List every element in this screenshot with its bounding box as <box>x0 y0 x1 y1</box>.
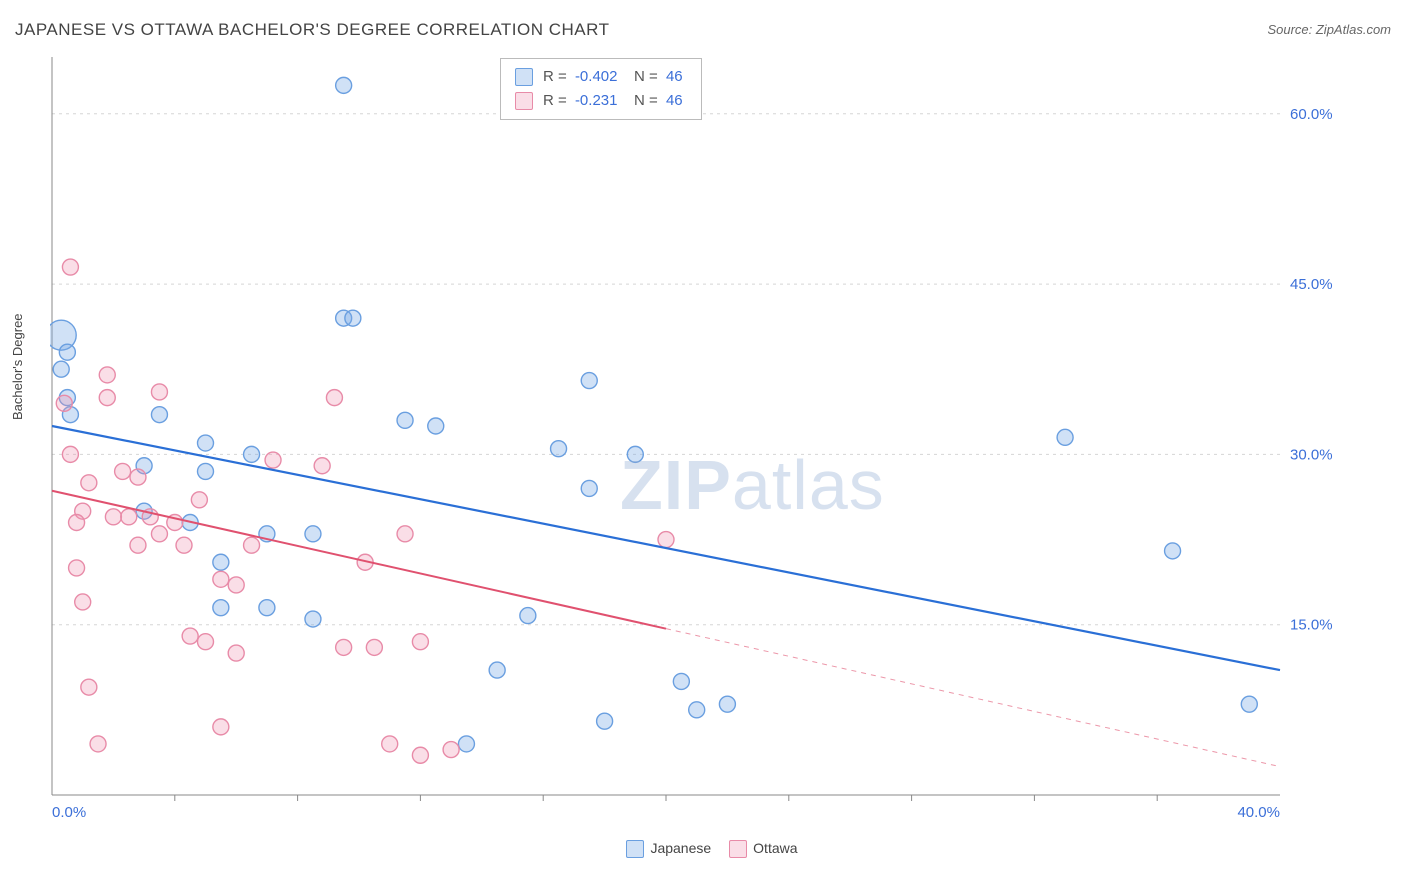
data-point-japanese <box>59 344 75 360</box>
data-point-japanese <box>305 611 321 627</box>
x-tick-label: 0.0% <box>52 804 86 821</box>
data-point-ottawa <box>81 475 97 491</box>
legend-n-label: N = <box>634 92 658 109</box>
data-point-ottawa <box>265 452 281 468</box>
regression-line-dashed-ottawa <box>666 629 1280 767</box>
data-point-japanese <box>1057 429 1073 445</box>
legend-swatch <box>729 840 747 858</box>
data-point-ottawa <box>130 469 146 485</box>
data-point-japanese <box>244 446 260 462</box>
data-point-ottawa <box>213 571 229 587</box>
data-point-ottawa <box>105 509 121 525</box>
y-tick-label: 60.0% <box>1290 106 1333 123</box>
chart-source: Source: ZipAtlas.com <box>1267 22 1391 37</box>
data-point-japanese <box>397 412 413 428</box>
legend-swatch <box>626 840 644 858</box>
data-point-ottawa <box>182 628 198 644</box>
data-point-japanese <box>1165 543 1181 559</box>
data-point-ottawa <box>326 390 342 406</box>
data-point-ottawa <box>90 736 106 752</box>
legend-swatch <box>515 68 533 86</box>
legend-r-value: -0.231 <box>575 92 618 109</box>
regression-line-ottawa <box>52 491 666 629</box>
data-point-japanese <box>305 526 321 542</box>
legend-swatch <box>515 92 533 110</box>
y-axis-label: Bachelor's Degree <box>10 313 25 420</box>
data-point-japanese <box>581 373 597 389</box>
data-point-japanese <box>53 361 69 377</box>
data-point-ottawa <box>382 736 398 752</box>
y-tick-label: 15.0% <box>1290 617 1333 634</box>
data-point-ottawa <box>228 577 244 593</box>
data-point-japanese <box>428 418 444 434</box>
data-point-japanese <box>1241 696 1257 712</box>
data-point-ottawa <box>115 463 131 479</box>
data-point-ottawa <box>121 509 137 525</box>
legend-series-label: Japanese <box>650 840 711 856</box>
data-point-japanese <box>151 407 167 423</box>
data-point-ottawa <box>213 719 229 735</box>
x-tick-label: 40.0% <box>1237 804 1280 821</box>
data-point-ottawa <box>75 594 91 610</box>
legend-n-label: N = <box>634 68 658 85</box>
data-point-ottawa <box>69 560 85 576</box>
data-point-ottawa <box>99 367 115 383</box>
legend-r-label: R = <box>543 68 567 85</box>
data-point-japanese <box>689 702 705 718</box>
scatter-chart-svg: 15.0% 30.0% 45.0% 60.0% 0.0% 40.0% <box>50 55 1340 825</box>
plot-area: 15.0%30.0%45.0%60.0%0.0%40.0% ZIPatlas R… <box>50 55 1340 825</box>
legend-r-value: -0.402 <box>575 68 618 85</box>
data-point-ottawa <box>62 259 78 275</box>
data-point-ottawa <box>191 492 207 508</box>
data-point-ottawa <box>176 537 192 553</box>
data-point-ottawa <box>244 537 260 553</box>
data-point-japanese <box>259 600 275 616</box>
data-point-japanese <box>213 600 229 616</box>
data-point-ottawa <box>658 532 674 548</box>
y-tick-label: 30.0% <box>1290 446 1333 463</box>
correlation-legend: R = -0.402 N = 46R = -0.231 N = 46 <box>500 58 702 120</box>
data-point-japanese <box>198 463 214 479</box>
data-point-ottawa <box>151 526 167 542</box>
data-point-ottawa <box>69 515 85 531</box>
data-point-japanese <box>581 480 597 496</box>
data-point-ottawa <box>228 645 244 661</box>
data-point-ottawa <box>443 742 459 758</box>
data-point-ottawa <box>99 390 115 406</box>
data-point-japanese <box>213 554 229 570</box>
legend-row: R = -0.402 N = 46 <box>515 65 687 89</box>
data-point-japanese <box>345 310 361 326</box>
regression-line-japanese <box>52 426 1280 670</box>
data-point-japanese <box>627 446 643 462</box>
data-point-japanese <box>597 713 613 729</box>
data-point-ottawa <box>397 526 413 542</box>
data-point-ottawa <box>151 384 167 400</box>
data-point-japanese <box>520 608 536 624</box>
data-point-ottawa <box>412 747 428 763</box>
data-point-japanese <box>719 696 735 712</box>
data-point-ottawa <box>314 458 330 474</box>
data-point-ottawa <box>130 537 146 553</box>
data-point-ottawa <box>62 446 78 462</box>
data-point-japanese <box>489 662 505 678</box>
data-point-ottawa <box>366 639 382 655</box>
chart-title: JAPANESE VS OTTAWA BACHELOR'S DEGREE COR… <box>15 20 610 40</box>
series-legend: Japanese Ottawa <box>0 840 1406 858</box>
data-point-japanese <box>673 673 689 689</box>
data-point-ottawa <box>198 634 214 650</box>
data-point-japanese <box>336 77 352 93</box>
data-point-japanese <box>551 441 567 457</box>
data-point-japanese <box>198 435 214 451</box>
legend-series-label: Ottawa <box>753 840 797 856</box>
legend-n-value: 46 <box>666 68 683 85</box>
legend-row: R = -0.231 N = 46 <box>515 89 687 113</box>
legend-r-label: R = <box>543 92 567 109</box>
data-point-ottawa <box>81 679 97 695</box>
legend-n-value: 46 <box>666 92 683 109</box>
y-tick-label: 45.0% <box>1290 276 1333 293</box>
data-point-ottawa <box>412 634 428 650</box>
data-point-ottawa <box>336 639 352 655</box>
data-point-japanese <box>458 736 474 752</box>
data-point-ottawa <box>56 395 72 411</box>
